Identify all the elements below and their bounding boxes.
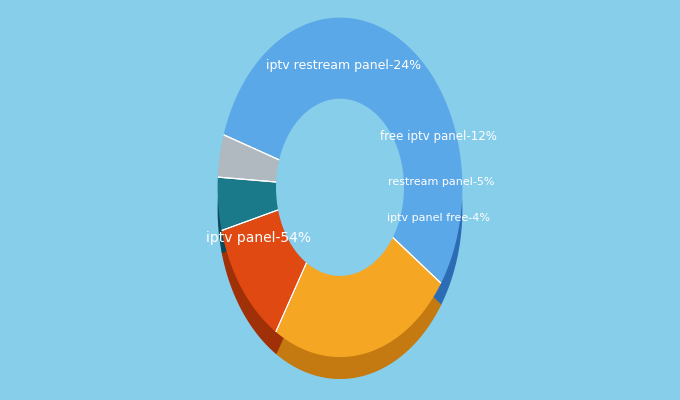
Text: iptv restream panel-24%: iptv restream panel-24% <box>266 59 421 72</box>
Text: restream panel-5%: restream panel-5% <box>388 177 494 187</box>
Polygon shape <box>218 199 279 252</box>
Text: free iptv panel-12%: free iptv panel-12% <box>379 130 496 143</box>
Polygon shape <box>218 157 279 204</box>
Polygon shape <box>276 259 441 378</box>
Polygon shape <box>218 177 279 230</box>
Polygon shape <box>224 40 462 305</box>
Text: iptv panel-54%: iptv panel-54% <box>206 231 311 245</box>
Polygon shape <box>276 237 441 356</box>
Text: iptv panel free-4%: iptv panel free-4% <box>386 213 490 223</box>
Polygon shape <box>222 232 307 353</box>
Polygon shape <box>277 122 403 297</box>
Polygon shape <box>277 100 403 275</box>
Polygon shape <box>224 18 462 283</box>
Polygon shape <box>222 210 307 331</box>
Polygon shape <box>218 135 279 182</box>
